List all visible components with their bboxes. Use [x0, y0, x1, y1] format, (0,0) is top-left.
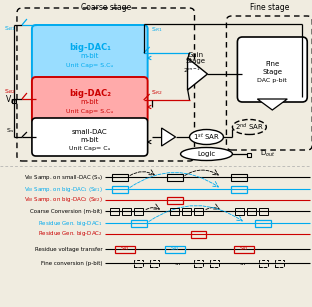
Text: Gain: Gain	[188, 52, 203, 58]
Bar	[232, 185, 247, 192]
Text: Logic: Logic	[197, 151, 216, 157]
Text: S$_s$: S$_s$	[6, 126, 14, 135]
Text: Fine conversion (p-bit): Fine conversion (p-bit)	[41, 261, 103, 266]
Text: S$_{B2}$: S$_{B2}$	[4, 87, 16, 96]
Bar	[234, 246, 254, 252]
Bar	[134, 208, 143, 215]
Bar	[115, 246, 135, 252]
Text: Stage: Stage	[262, 69, 282, 75]
Bar	[275, 259, 284, 266]
Bar	[210, 259, 219, 266]
Bar	[235, 208, 244, 215]
Text: S$_{R2}$: S$_{R2}$	[151, 88, 162, 97]
Bar	[232, 173, 247, 181]
Polygon shape	[162, 128, 176, 146]
Bar	[259, 208, 268, 215]
FancyBboxPatch shape	[32, 118, 148, 156]
Text: S$_{R1}$: S$_{R1}$	[169, 245, 180, 254]
Text: m-bit: m-bit	[80, 137, 99, 143]
Bar	[112, 173, 128, 181]
Text: Fine: Fine	[265, 61, 280, 67]
Bar	[122, 208, 131, 215]
Text: S$_{R2}$: S$_{R2}$	[239, 245, 249, 254]
Bar	[247, 208, 256, 215]
Text: big-DAC₂: big-DAC₂	[69, 88, 111, 98]
Text: Coarse stage: Coarse stage	[80, 2, 131, 11]
Text: V$_{IN}$ Samp. on small-DAC (S$_s$): V$_{IN}$ Samp. on small-DAC (S$_s$)	[23, 173, 103, 181]
Bar	[134, 259, 143, 266]
Bar	[259, 259, 268, 266]
Bar	[165, 246, 184, 252]
Bar	[191, 231, 207, 238]
Bar	[194, 259, 203, 266]
Text: V$_{IN}$ Samp. on big-DAC$_2$ (S$_{B2}$): V$_{IN}$ Samp. on big-DAC$_2$ (S$_{B2}$)	[24, 196, 103, 204]
Bar	[255, 220, 271, 227]
FancyBboxPatch shape	[32, 25, 148, 81]
Text: Unit Cap= S.Cᵤ: Unit Cap= S.Cᵤ	[66, 108, 113, 114]
Bar	[12, 99, 16, 103]
Bar	[194, 208, 203, 215]
Text: ...: ...	[239, 260, 246, 266]
Ellipse shape	[189, 130, 223, 145]
Text: S$_{R1}$: S$_{R1}$	[151, 25, 162, 34]
Text: 2$^{m-1}$: 2$^{m-1}$	[183, 65, 201, 75]
Text: 2$^{nd}$ SAR: 2$^{nd}$ SAR	[235, 121, 264, 133]
Text: m-bit: m-bit	[80, 99, 99, 105]
Text: Unit Cap= Cᵤ: Unit Cap= Cᵤ	[69, 146, 110, 150]
Text: ...: ...	[174, 260, 181, 266]
Bar	[112, 185, 128, 192]
Bar	[110, 208, 119, 215]
Text: D$_{out}$: D$_{out}$	[260, 149, 276, 159]
FancyBboxPatch shape	[32, 77, 148, 123]
Bar	[167, 173, 183, 181]
Text: S$_{R2}$: S$_{R2}$	[120, 245, 130, 254]
Text: V$_{IN}$ Samp. on big-DAC$_1$ (S$_{B1}$): V$_{IN}$ Samp. on big-DAC$_1$ (S$_{B1}$)	[24, 185, 103, 193]
Text: Coarse Conversion (m-bit): Coarse Conversion (m-bit)	[31, 208, 103, 213]
Bar	[150, 259, 159, 266]
Text: m-bit: m-bit	[80, 53, 99, 59]
Ellipse shape	[181, 147, 232, 161]
Polygon shape	[257, 99, 287, 110]
Text: V$_{IN}$: V$_{IN}$	[5, 94, 18, 106]
Bar	[131, 220, 147, 227]
Text: small-DAC: small-DAC	[72, 129, 108, 135]
Bar	[170, 208, 179, 215]
Polygon shape	[188, 58, 207, 90]
Text: Stage: Stage	[186, 58, 206, 64]
Text: Residue Gen. big-DAC$_2$: Residue Gen. big-DAC$_2$	[38, 230, 103, 239]
Bar	[182, 208, 191, 215]
Text: 1$^{st}$ SAR: 1$^{st}$ SAR	[193, 130, 220, 142]
Text: Residue Gen. big-DAC$_1$: Residue Gen. big-DAC$_1$	[38, 219, 103, 227]
Bar	[247, 153, 251, 157]
Text: S$_{B1}$: S$_{B1}$	[4, 25, 16, 33]
Text: big-DAC₁: big-DAC₁	[69, 42, 111, 52]
Text: Fine stage: Fine stage	[250, 2, 289, 11]
Text: DAC p-bit: DAC p-bit	[257, 77, 287, 83]
FancyBboxPatch shape	[237, 37, 307, 102]
Text: Unit Cap= S.Cᵤ: Unit Cap= S.Cᵤ	[66, 63, 113, 68]
Bar	[167, 196, 183, 204]
Text: Residue voltage transfer: Residue voltage transfer	[35, 247, 103, 251]
